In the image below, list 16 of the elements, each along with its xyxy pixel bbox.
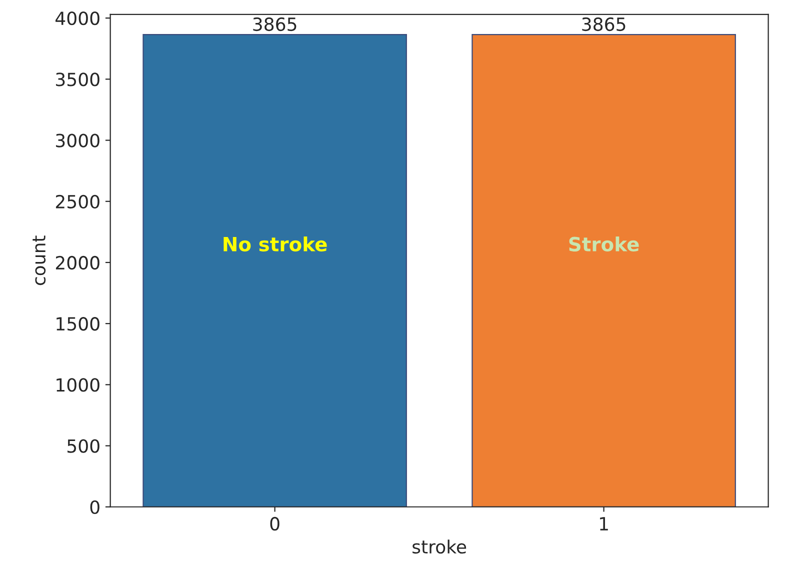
annotation: No stroke xyxy=(224,236,327,252)
y-tick-label: 500 xyxy=(68,439,100,453)
y-axis-title: count xyxy=(32,236,46,286)
y-tick-label: 3500 xyxy=(56,72,100,86)
y-tick-label: 2500 xyxy=(56,194,100,208)
data-label: 3865 xyxy=(582,17,626,32)
y-tick-label: 1000 xyxy=(56,378,100,392)
x-axis-title: stroke xyxy=(412,540,466,554)
y-tick-label: 3000 xyxy=(56,134,100,148)
annotation: Stroke xyxy=(569,236,639,252)
x-tick-label: 1 xyxy=(600,517,608,530)
y-tick-label: 4000 xyxy=(56,12,100,26)
data-label: 3865 xyxy=(253,17,296,32)
y-tick-label: 1500 xyxy=(56,317,100,331)
y-tick-label: 2000 xyxy=(56,256,100,270)
y-tick-label: 0 xyxy=(90,500,100,514)
